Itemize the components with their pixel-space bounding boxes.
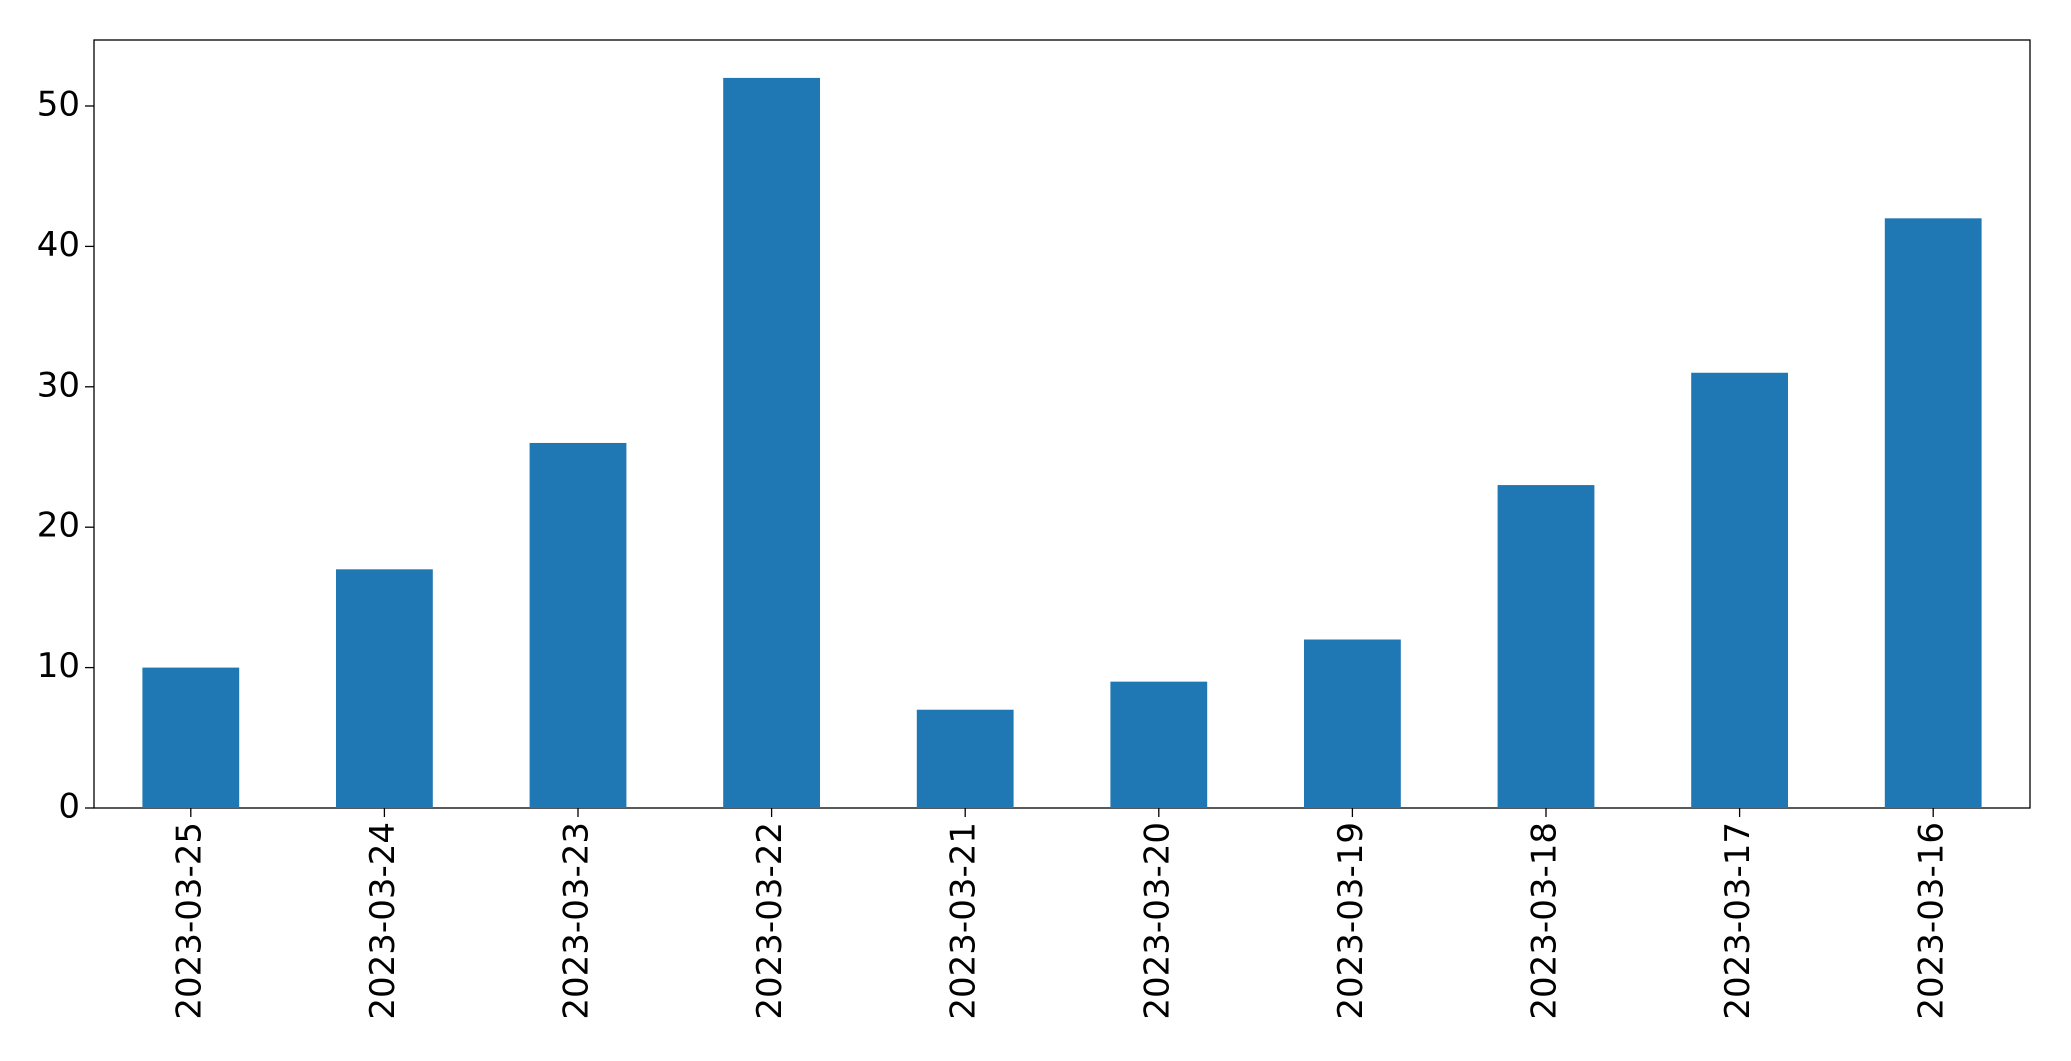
axes-frame (93, 39, 2031, 809)
y-tick-label: 0 (58, 787, 80, 827)
bar (1110, 681, 1208, 808)
bar (336, 569, 433, 808)
x-tick-label: 2023-03-24 (363, 822, 403, 1020)
bar (1304, 639, 1401, 808)
y-tick-label: 20 (37, 506, 80, 546)
bar (916, 709, 1014, 808)
x-tick-label: 2023-03-22 (750, 822, 790, 1020)
x-tick-label: 2023-03-25 (169, 822, 209, 1020)
x-tick-label: 2023-03-21 (944, 822, 984, 1020)
y-tick-label: 10 (37, 646, 80, 686)
x-tick-label: 2023-03-16 (1912, 822, 1952, 1020)
y-tick-label: 30 (37, 365, 80, 405)
bar (1691, 372, 1788, 808)
y-tick-label: 40 (37, 225, 80, 265)
x-tick-label: 2023-03-19 (1331, 822, 1371, 1020)
x-tick-label: 2023-03-17 (1718, 822, 1758, 1020)
x-tick-label: 2023-03-20 (1137, 822, 1177, 1020)
x-tick-label: 2023-03-18 (1525, 822, 1565, 1020)
bar (142, 667, 240, 808)
bar (723, 77, 820, 809)
x-tick-label: 2023-03-23 (557, 822, 597, 1020)
bar (529, 442, 627, 808)
y-tick-label: 50 (37, 84, 80, 124)
bar (1884, 218, 1982, 808)
bar (1497, 485, 1595, 808)
